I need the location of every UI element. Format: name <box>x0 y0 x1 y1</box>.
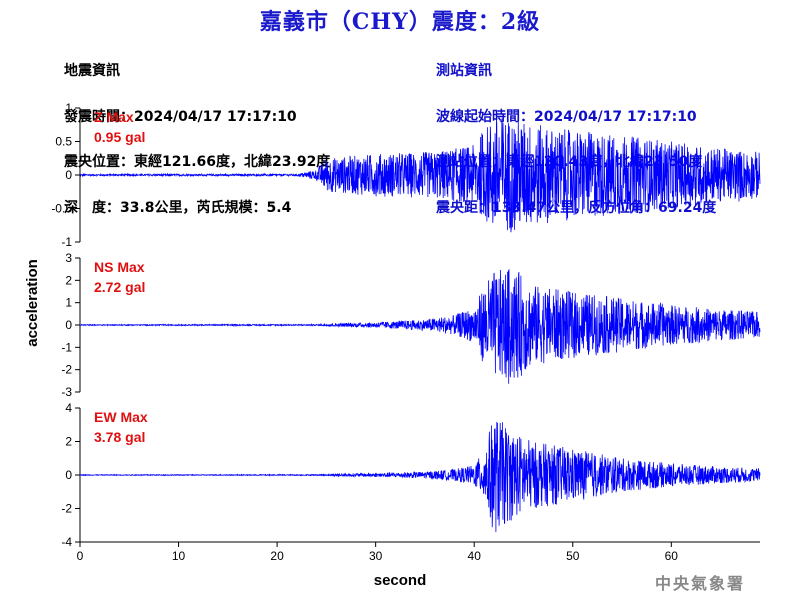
depth-magnitude: 深 度：33.8公里，芮氏規模：5.4 <box>64 199 292 216</box>
y-tick-label: 0 <box>65 318 72 332</box>
y-tick-label: -2 <box>61 502 72 516</box>
page-title: 嘉義市（CHY）震度：2級 <box>259 9 541 35</box>
y-tick-label: 1 <box>65 296 72 310</box>
y-axis-label: acceleration <box>24 259 41 347</box>
y-tick-label: -1 <box>61 235 72 249</box>
y-tick-label: 3 <box>65 251 72 265</box>
waveform-start-time: 波線起始時間：2024/04/17 17:17:10 <box>436 108 697 125</box>
x-axis-label: second <box>374 572 427 589</box>
y-tick-label: -2 <box>61 363 72 377</box>
y-tick-label: -3 <box>61 385 72 399</box>
y-tick-label: 2 <box>65 273 72 287</box>
y-tick-label: 0 <box>65 468 72 482</box>
x-tick-label: 40 <box>468 549 482 563</box>
x-tick-label: 10 <box>172 549 186 563</box>
max-value-label: 0.95 gal <box>94 129 145 145</box>
x-tick-label: 20 <box>270 549 284 563</box>
station-info-heading: 測站資訊 <box>436 63 492 79</box>
component-label: EW Max <box>94 409 148 425</box>
y-tick-label: 0 <box>65 168 72 182</box>
x-tick-label: 0 <box>77 549 84 563</box>
component-label: NS Max <box>94 259 145 275</box>
waveform-trace <box>79 421 761 533</box>
y-tick-label: 1 <box>65 101 72 115</box>
max-value-label: 3.78 gal <box>94 429 145 445</box>
x-tick-label: 50 <box>566 549 580 563</box>
y-tick-label: 0.5 <box>55 135 72 149</box>
origin-time: 發震時間：2024/04/17 17:17:10 <box>64 108 297 125</box>
y-tick-label: -4 <box>61 535 72 549</box>
x-tick-label: 60 <box>665 549 679 563</box>
earthquake-info-heading: 地震資訊 <box>64 63 120 79</box>
epicenter-location: 震央位置：東經121.66度，北緯23.92度 <box>64 154 331 170</box>
earthquake-info: 地震資訊 發震時間：2024/04/17 17:17:10 震央位置：東經121… <box>64 34 330 231</box>
y-tick-label: 2 <box>65 435 72 449</box>
max-value-label: 2.72 gal <box>94 279 145 295</box>
y-tick-label: -1 <box>61 340 72 354</box>
y-tick-label: -0.5 <box>51 202 72 216</box>
cwa-watermark: 中央氣象署 <box>655 574 746 593</box>
waveform-trace <box>80 118 761 233</box>
waveform-trace <box>79 269 761 384</box>
x-tick-label: 30 <box>369 549 383 563</box>
y-tick-label: 4 <box>65 401 72 415</box>
component-label: Z Max <box>94 109 134 125</box>
